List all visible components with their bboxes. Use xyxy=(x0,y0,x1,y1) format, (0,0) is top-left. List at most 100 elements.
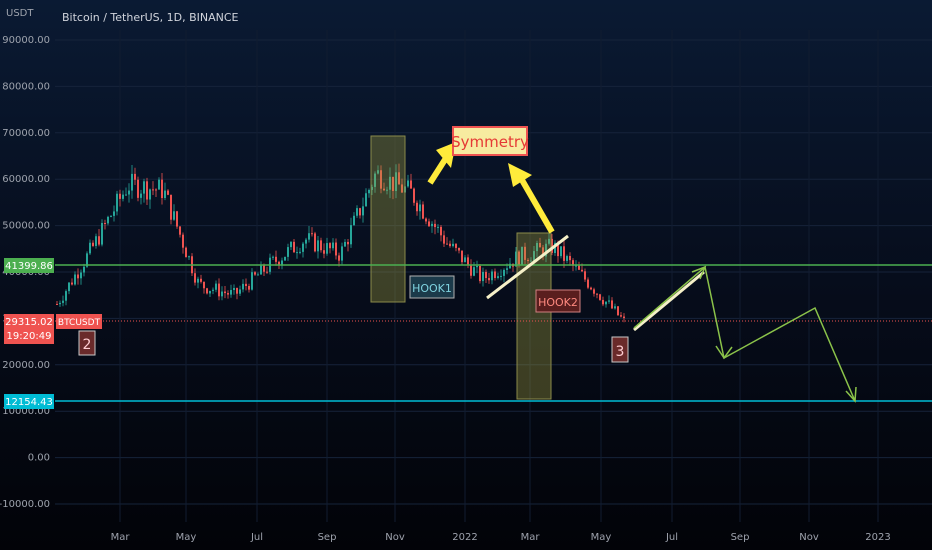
upper-level-tag[interactable]: 41399.86 xyxy=(5,261,53,272)
candle-body xyxy=(398,172,400,185)
symmetry-trendline[interactable] xyxy=(486,234,569,300)
candle-body xyxy=(446,243,448,245)
candle-body xyxy=(419,204,421,212)
candle-body xyxy=(131,173,133,191)
candle-body xyxy=(587,279,589,288)
candle-body xyxy=(257,274,259,276)
candle-body xyxy=(617,306,619,316)
candle-body xyxy=(296,252,298,254)
time-tick-label: May xyxy=(591,532,612,543)
candle-body xyxy=(314,233,316,252)
lower-level-tag[interactable]: 12154.43 xyxy=(5,397,53,408)
candle-body xyxy=(245,283,247,287)
time-tick-label: Sep xyxy=(318,532,337,543)
candle-body xyxy=(584,271,586,280)
candle-body xyxy=(107,216,109,224)
candle-body xyxy=(80,272,82,279)
candle-body xyxy=(173,211,175,220)
hook1-label: HOOK1 xyxy=(412,282,452,295)
candle-body xyxy=(254,272,256,275)
candle-body xyxy=(488,278,490,281)
candle-body xyxy=(500,275,502,277)
price-tick-label: 20000.00 xyxy=(2,360,50,371)
candle-body xyxy=(602,299,604,305)
candle-body xyxy=(293,241,295,253)
candle-body xyxy=(332,242,334,249)
projection-path[interactable] xyxy=(633,265,856,402)
candle-body xyxy=(299,251,301,253)
candle-body xyxy=(146,181,148,200)
hook2-label-box[interactable] xyxy=(535,289,581,313)
candle-body xyxy=(521,246,523,266)
candle-body xyxy=(281,260,283,266)
projection-trendline[interactable] xyxy=(633,270,705,332)
candle-body xyxy=(275,256,277,262)
price-tick-label: -10000.00 xyxy=(0,499,50,510)
candle-body xyxy=(164,190,166,199)
candle-body xyxy=(416,202,418,212)
candle-body xyxy=(413,188,415,203)
candle-body xyxy=(479,265,481,282)
candle-body xyxy=(593,289,595,294)
candle-body xyxy=(197,278,199,283)
candle-body xyxy=(320,240,322,251)
symbol-tag-bg xyxy=(56,314,102,329)
current-price-tag[interactable]: 29315.02 xyxy=(5,317,53,328)
candle-body xyxy=(65,291,67,301)
candle-body xyxy=(179,226,181,235)
symmetry-label-box[interactable] xyxy=(452,126,528,156)
price-tick-label: 80000.00 xyxy=(2,81,50,92)
candle-body xyxy=(461,250,463,263)
candle-body xyxy=(458,247,460,251)
candle-body xyxy=(119,193,121,199)
wave2-label: 2 xyxy=(83,337,92,353)
candle-body xyxy=(407,180,409,187)
candle-body xyxy=(527,259,529,262)
candle-body xyxy=(389,176,391,190)
wave3-label: 3 xyxy=(616,344,625,360)
candle-body xyxy=(338,255,340,261)
candle-body xyxy=(68,282,70,292)
candle-body xyxy=(491,271,493,281)
candle-body xyxy=(212,289,214,291)
time-tick-label: Jul xyxy=(250,532,263,543)
candle-body xyxy=(203,281,205,289)
candle-body xyxy=(113,211,115,216)
price-tick-label: 0.00 xyxy=(28,453,50,464)
hook1-label-box[interactable] xyxy=(409,275,455,299)
lower-level-tag-bg xyxy=(4,394,54,409)
candle-body xyxy=(74,274,76,285)
candle-body xyxy=(557,242,559,257)
candle-body xyxy=(239,289,241,294)
candle-body xyxy=(302,243,304,252)
candle-body xyxy=(560,246,562,257)
price-tick-label: 70000.00 xyxy=(2,128,50,139)
candle-body xyxy=(503,269,505,276)
candle-body xyxy=(248,286,250,290)
candle-body xyxy=(188,256,190,258)
candle-body xyxy=(149,189,151,200)
candle-body xyxy=(194,273,196,283)
price-tick-label: 10000.00 xyxy=(2,406,50,417)
candle-body xyxy=(71,282,73,285)
symbol-tag[interactable]: BTCUSDT xyxy=(58,318,101,328)
time-axis: Mar May Jul Sep Nov 2022 Mar May Jul Sep Nov 2023 xyxy=(111,532,891,543)
candle-body xyxy=(506,268,508,270)
candle-body xyxy=(143,181,145,194)
candle-body xyxy=(98,236,100,245)
candle-body xyxy=(551,238,553,253)
current-price-tag-bg xyxy=(4,314,54,344)
candle-body xyxy=(410,180,412,189)
candle-body xyxy=(548,238,550,244)
candle-body xyxy=(377,170,379,174)
symbol-title[interactable]: Bitcoin / TetherUS, 1D, BINANCE xyxy=(62,11,239,24)
wave2-label-box[interactable] xyxy=(78,330,96,356)
candle-body xyxy=(122,194,124,199)
candle-body xyxy=(326,243,328,254)
wave3-label-box[interactable] xyxy=(611,336,629,363)
candle-body xyxy=(152,189,154,191)
candle-body xyxy=(206,288,208,294)
candle-body xyxy=(110,215,112,217)
candle-body xyxy=(278,261,280,266)
